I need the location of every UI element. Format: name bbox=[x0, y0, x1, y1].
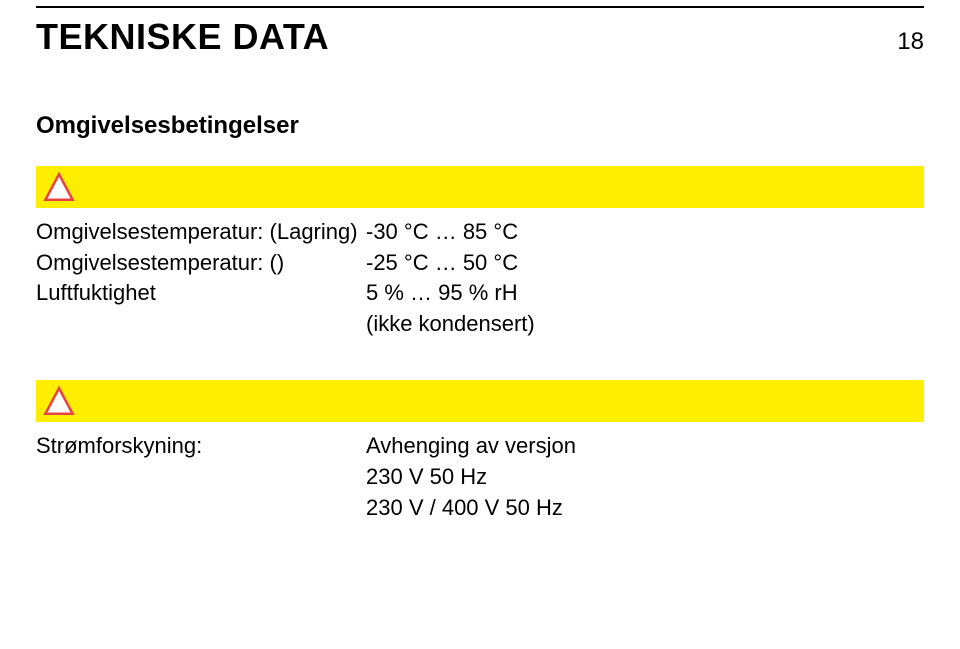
spec-label bbox=[36, 310, 366, 339]
warning-icon bbox=[42, 170, 76, 204]
warning-band-1 bbox=[36, 166, 924, 208]
top-rule bbox=[36, 6, 924, 8]
power-specs: Strømforskyning: Avhenging av versjon 23… bbox=[36, 432, 924, 522]
spec-value: 230 V / 400 V 50 Hz bbox=[366, 494, 563, 523]
header-row: TEKNISKE DATA 18 bbox=[36, 16, 924, 58]
spec-value: (ikke kondensert) bbox=[366, 310, 535, 339]
environment-specs: Omgivelsestemperatur: (Lagring) -30 °C …… bbox=[36, 218, 924, 338]
spec-row: Omgivelsestemperatur: (Lagring) -30 °C …… bbox=[36, 218, 924, 247]
spec-value: 230 V 50 Hz bbox=[366, 463, 487, 492]
spec-label: Luftfuktighet bbox=[36, 279, 366, 308]
spec-row: Luftfuktighet 5 % … 95 % rH bbox=[36, 279, 924, 308]
spec-row: Strømforskyning: Avhenging av versjon bbox=[36, 432, 924, 461]
spec-value: Avhenging av versjon bbox=[366, 432, 576, 461]
page-root: TEKNISKE DATA 18 Omgivelsesbetingelser O… bbox=[0, 6, 960, 522]
spec-label bbox=[36, 494, 366, 523]
warning-band-2 bbox=[36, 380, 924, 422]
warning-icon bbox=[42, 384, 76, 418]
spec-row: 230 V 50 Hz bbox=[36, 463, 924, 492]
spec-value: -30 °C … 85 °C bbox=[366, 218, 518, 247]
spec-label: Strømforskyning: bbox=[36, 432, 366, 461]
spec-label bbox=[36, 463, 366, 492]
spec-label: Omgivelsestemperatur: (Lagring) bbox=[36, 218, 366, 247]
spec-row: (ikke kondensert) bbox=[36, 310, 924, 339]
spec-value: -25 °C … 50 °C bbox=[366, 249, 518, 278]
spec-row: Omgivelsestemperatur: () -25 °C … 50 °C bbox=[36, 249, 924, 278]
spec-label: Omgivelsestemperatur: () bbox=[36, 249, 366, 278]
spec-value: 5 % … 95 % rH bbox=[366, 279, 518, 308]
section-heading-environment: Omgivelsesbetingelser bbox=[36, 112, 924, 140]
page-number: 18 bbox=[897, 28, 924, 56]
page-title: TEKNISKE DATA bbox=[36, 16, 897, 58]
spec-row: 230 V / 400 V 50 Hz bbox=[36, 494, 924, 523]
